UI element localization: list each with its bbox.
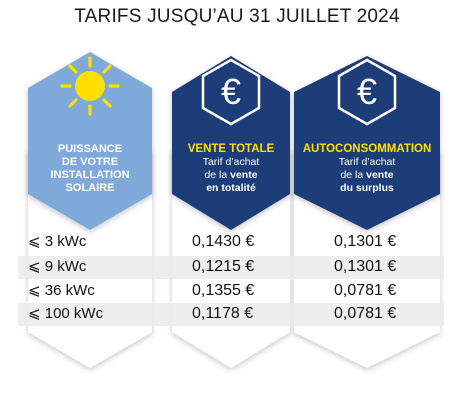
row-2-autoconsommation: 0,1301 €: [334, 258, 397, 275]
row-3-puissance: ⩽ 36 kWc: [28, 282, 95, 299]
header-vente-totale-heading: VENTE TOTALE: [187, 143, 275, 155]
header-banner-puissance: [28, 52, 152, 230]
row-4-vente-totale: 0,1178 €: [192, 305, 254, 322]
header-puissance-line1: PUISSANCE: [57, 143, 123, 155]
header-autoconsommation: AUTOCONSOMMATION Tarif d’achat de la ven…: [296, 143, 438, 195]
header-puissance-line2: DE VOTRE: [61, 156, 119, 168]
header-vente-totale-sub1: Tarif d’achat: [202, 156, 260, 168]
row-4-puissance: ⩽ 100 kWc: [28, 305, 104, 322]
row-1-puissance: ⩽ 3 kWc: [28, 233, 87, 250]
header-banner-vente-totale: [172, 56, 290, 230]
euro-icon: [337, 58, 397, 126]
header-puissance-line3: INSTALLATION: [50, 169, 130, 181]
euro-symbol-vente-totale: €: [220, 71, 242, 112]
row-3-autoconsommation: 0,0781 €: [334, 282, 397, 299]
header-vente-totale-sub2: de la vente: [174, 169, 288, 182]
row-stripe-2: [18, 256, 444, 279]
header-autoconsommation-sub2-plain: de la: [340, 169, 367, 181]
euro-icon: [201, 58, 261, 126]
header-banner-autoconsommation: [294, 56, 440, 230]
header-autoconsommation-heading: AUTOCONSOMMATION: [302, 143, 432, 155]
header-autoconsommation-sub2: de la vente: [296, 169, 438, 182]
row-2-puissance: ⩽ 9 kWc: [28, 258, 87, 275]
header-puissance-line4: SOLAIRE: [65, 182, 115, 194]
row-3-vente-totale: 0,1355 €: [192, 282, 255, 299]
row-2-vente-totale: 0,1215 €: [192, 258, 255, 275]
page-title: TARIFS JUSQU’AU 31 JUILLET 2024: [74, 6, 400, 27]
row-stripe-4: [18, 303, 444, 326]
header-vente-totale-sub3: en totalité: [206, 182, 256, 194]
header-autoconsommation-sub3: du surplus: [340, 182, 394, 194]
header-vente-totale-sub2-bold: vente: [230, 169, 258, 181]
euro-symbol-autoconsommation: €: [356, 71, 378, 112]
sun-icon: [60, 56, 120, 116]
header-autoconsommation-sub2-bold: vente: [366, 169, 394, 181]
header-vente-totale-sub2-plain: de la: [204, 169, 231, 181]
header-vente-totale: VENTE TOTALE Tarif d’achat de la vente e…: [174, 143, 288, 195]
header-puissance: PUISSANCE DE VOTRE INSTALLATION SOLAIRE: [36, 143, 144, 195]
row-1-vente-totale: 0,1430 €: [192, 233, 255, 250]
row-4-autoconsommation: 0,0781 €: [334, 305, 397, 322]
row-1-autoconsommation: 0,1301 €: [334, 233, 397, 250]
header-autoconsommation-sub1: Tarif d’achat: [338, 156, 396, 168]
